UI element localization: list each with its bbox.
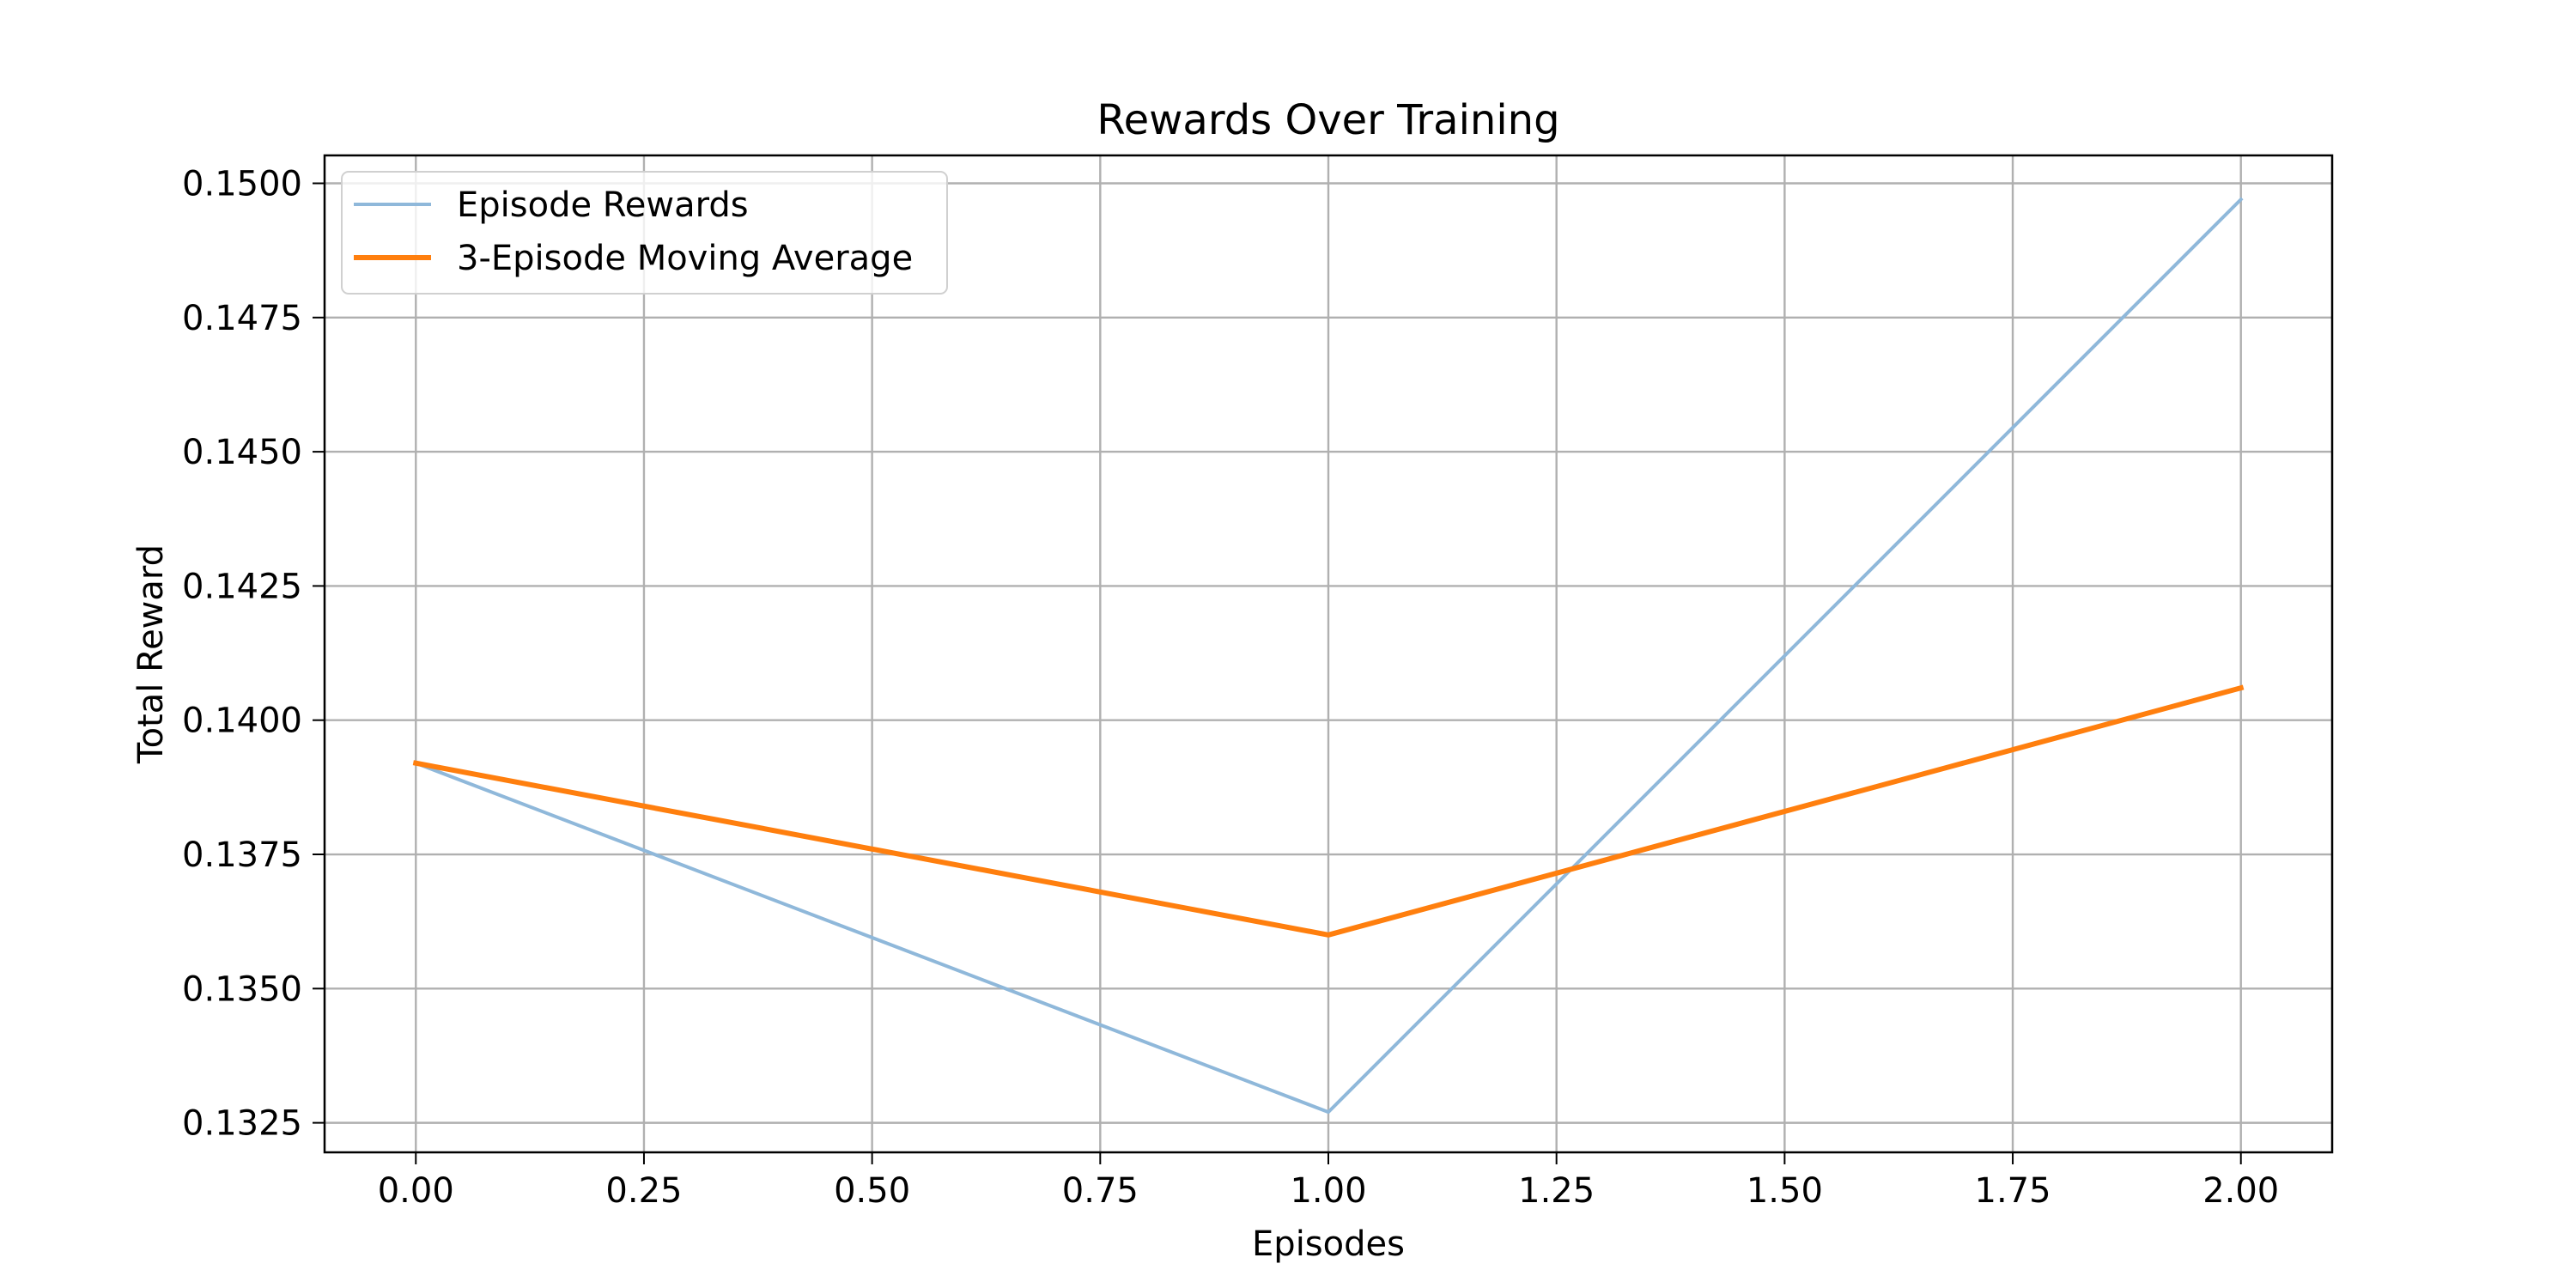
grid bbox=[325, 155, 2332, 1152]
y-tick-label: 0.1475 bbox=[182, 299, 302, 338]
chart-title: Rewards Over Training bbox=[1097, 96, 1559, 144]
x-tick-label: 1.00 bbox=[1290, 1171, 1366, 1211]
series-line-episode-rewards bbox=[413, 197, 2244, 1115]
y-tick-label: 0.1325 bbox=[182, 1104, 302, 1144]
x-tick-label: 1.75 bbox=[1975, 1171, 2051, 1211]
y-axis-title: Total Reward bbox=[131, 544, 171, 764]
legend: Episode Rewards 3-Episode Moving Average bbox=[341, 171, 948, 295]
legend-label-episode-rewards: Episode Rewards bbox=[457, 185, 749, 225]
legend-label-moving-average: 3-Episode Moving Average bbox=[457, 239, 913, 278]
x-tick-label: 0.50 bbox=[834, 1171, 910, 1211]
series-lines bbox=[412, 197, 2245, 1115]
x-tick-label: 1.50 bbox=[1747, 1171, 1823, 1211]
y-tick-label: 0.1350 bbox=[182, 969, 302, 1009]
y-tick-label: 0.1400 bbox=[182, 702, 302, 741]
x-axis: 0.00 0.25 0.50 0.75 1.00 1.25 1.50 1.75 2.00 bbox=[378, 1152, 2279, 1211]
x-tick-label: 0.00 bbox=[378, 1171, 454, 1211]
y-tick-label: 0.1425 bbox=[182, 567, 302, 606]
y-tick-label: 0.1450 bbox=[182, 433, 302, 472]
x-tick-label: 1.25 bbox=[1518, 1171, 1595, 1211]
y-tick-label: 0.1500 bbox=[182, 165, 302, 204]
x-tick-label: 0.75 bbox=[1062, 1171, 1139, 1211]
series-line-3-episode-moving-average bbox=[412, 684, 2245, 938]
x-axis-title: Episodes bbox=[1252, 1224, 1405, 1264]
x-tick-label: 0.25 bbox=[605, 1171, 682, 1211]
x-tick-label: 2.00 bbox=[2202, 1171, 2279, 1211]
y-tick-label: 0.1375 bbox=[182, 835, 302, 875]
legend-box bbox=[341, 171, 948, 295]
y-axis: 0.1325 0.1350 0.1375 0.1400 0.1425 0.1450 0.14… bbox=[182, 165, 325, 1144]
